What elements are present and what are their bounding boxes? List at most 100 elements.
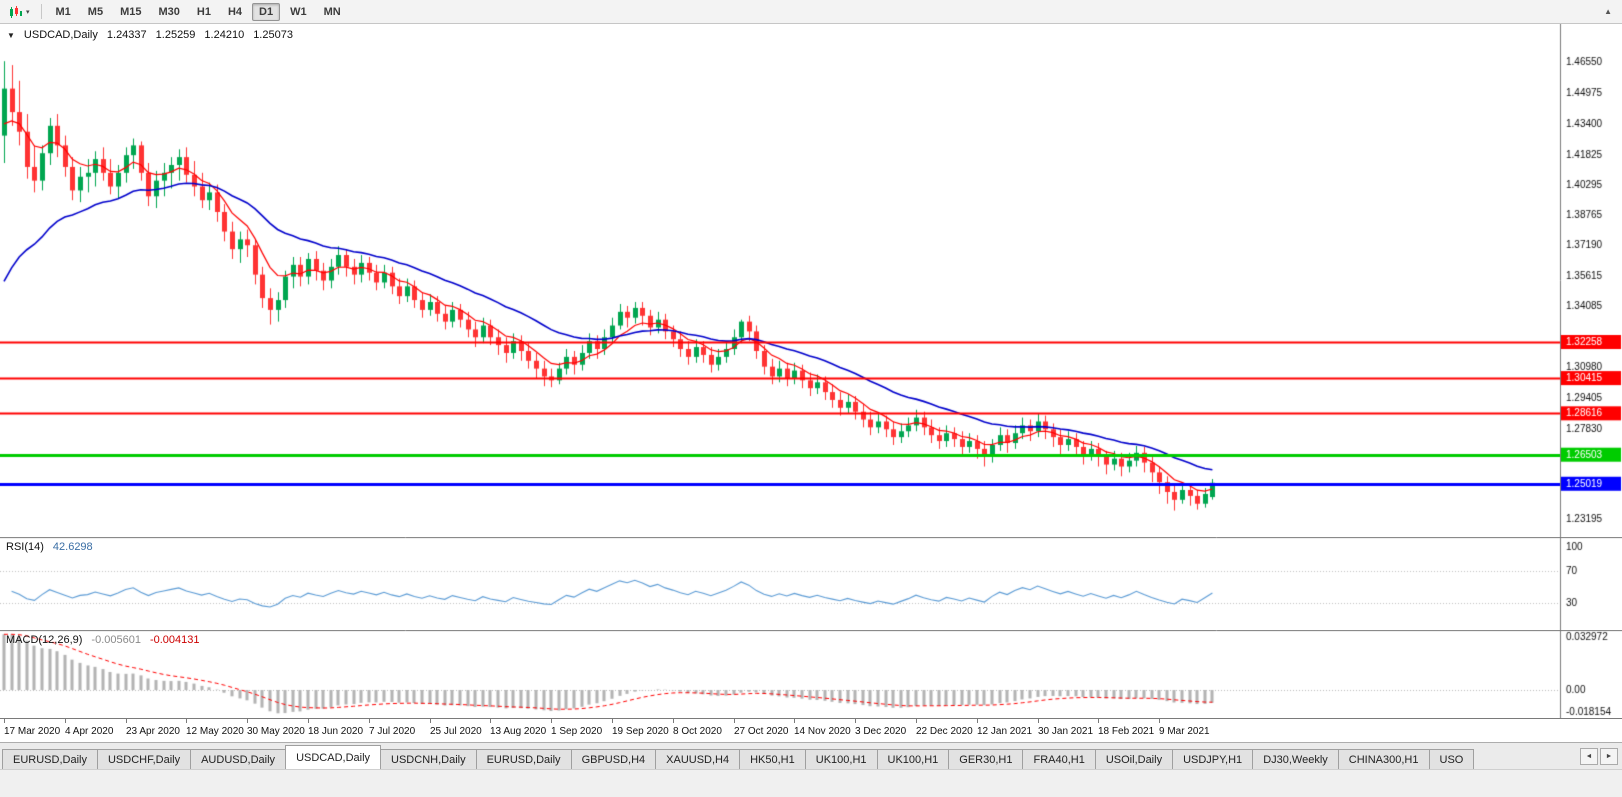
object-marker-icon: ▼ [7,30,15,40]
date-axis-label: 27 Oct 2020 [734,726,789,737]
chart-tab-eurusd-daily[interactable]: EURUSD,Daily [475,749,572,769]
date-axis-label: 30 Jan 2021 [1038,726,1094,737]
date-axis-tick [369,719,370,723]
timeframe-button-w1[interactable]: W1 [290,5,307,18]
date-axis-label: 1 Sep 2020 [551,726,603,737]
date-axis-tick [551,719,552,723]
date-axis-label: 7 Jul 2020 [369,726,416,737]
date-axis-label: 13 Aug 2020 [490,726,547,737]
ohlc-open: 1.24337 [106,29,147,41]
date-axis-label: 14 Nov 2020 [794,726,851,737]
chart-tab-uso[interactable]: USO [1428,749,1475,769]
date-axis-label: 18 Feb 2021 [1098,726,1155,737]
chart-tab-eurusd-daily[interactable]: EURUSD,Daily [2,749,98,769]
chart-tab-uk100-h1[interactable]: UK100,H1 [876,749,950,769]
macd-panel-canvas[interactable] [0,630,1622,718]
tabs-scroll-left-button[interactable]: ◄ [1580,748,1598,765]
macd-indicator-label: MACD(12,26,9) -0.005601 -0.004131 [6,634,200,646]
date-axis-label: 22 Dec 2020 [916,726,973,737]
chart-tab-usdcad-daily[interactable]: USDCAD,Daily [285,745,382,769]
date-axis-label: 17 Mar 2020 [4,726,61,737]
chevron-down-icon: ▾ [26,8,30,16]
macd-main-value: -0.005601 [91,634,141,646]
chart-tab-fra40-h1[interactable]: FRA40,H1 [1022,749,1096,769]
date-axis-tick [308,719,309,723]
timeframe-button-h4[interactable]: H4 [227,5,243,18]
triangle-up-icon: ▲ [1604,7,1612,16]
date-axis-label: 12 Jan 2021 [977,726,1033,737]
tab-scroll-arrows: ◄ ► [1576,748,1622,769]
timeframe-button-m30[interactable]: M30 [158,5,180,18]
chart-tab-list: EURUSD,Daily USDCHF,Daily AUDUSD,Daily USDC… [2,745,1475,769]
ohlc-close: 1.25073 [253,29,293,41]
chart-tab-usdcnh-daily[interactable]: USDCNH,Daily [380,749,477,769]
toolbar-separator [40,4,42,19]
timeframe-group: M1 M5 M15 M30 H1 H4 D1 W1 MN [49,2,348,21]
date-axis-label: 19 Sep 2020 [612,726,669,737]
date-axis-tick [916,719,917,723]
date-axis-tick [65,719,66,723]
chart-type-button[interactable]: ▾ [5,3,34,21]
date-axis-tick [247,719,248,723]
arrow-right-icon: ► [1605,753,1613,760]
date-axis-tick [977,719,978,723]
date-axis-label: 12 May 2020 [186,726,244,737]
date-axis-label: 23 Apr 2020 [126,726,180,737]
timeframe-button-d1[interactable]: D1 [252,2,281,21]
chart-tab-bar: EURUSD,Daily USDCHF,Daily AUDUSD,Daily USDC… [0,742,1622,769]
chart-tab-usdchf-daily[interactable]: USDCHF,Daily [96,749,192,769]
date-axis-tick [855,719,856,723]
symbol-title: USDCAD,Daily [23,29,98,41]
ohlc-high: 1.25259 [155,29,196,41]
price-chart-canvas[interactable] [0,24,1622,537]
chart-tab-usdjpy-h1[interactable]: USDJPY,H1 [1172,749,1254,769]
toolbar-overflow-button[interactable]: ▲ [1599,5,1617,18]
date-axis-label: 9 Mar 2021 [1159,726,1210,737]
date-axis-tick [490,719,491,723]
date-axis-tick [1038,719,1039,723]
chart-tab-uk100-h1[interactable]: UK100,H1 [804,749,878,769]
ohlc-low: 1.24210 [204,29,245,41]
candlestick-chart-icon [10,5,22,18]
date-axis-tick [673,719,674,723]
chart-tab-china300-h1[interactable]: CHINA300,H1 [1337,749,1430,769]
rsi-value: 42.6298 [52,541,93,553]
macd-signal-value: -0.004131 [149,634,200,646]
date-axis-tick [1098,719,1099,723]
date-axis-tick [430,719,431,723]
date-axis[interactable]: 17 Mar 2020 4 Apr 2020 23 Apr 2020 12 May 2… [0,718,1622,742]
date-axis-tick [612,719,613,723]
macd-name: MACD(12,26,9) [6,634,83,646]
chart-tab-gbpusd-h4[interactable]: GBPUSD,H4 [570,749,657,769]
symbol-ohlc-overlay: ▼ USDCAD,Daily 1.24337 1.25259 1.24210 1… [7,29,293,41]
rsi-indicator-label: RSI(14) 42.6298 [6,541,93,553]
timeframe-button-h1[interactable]: H1 [196,5,211,18]
date-axis-label: 30 May 2020 [247,726,305,737]
date-axis-tick [186,719,187,723]
date-axis-label: 25 Jul 2020 [430,726,482,737]
chart-tab-ger30-h1[interactable]: GER30,H1 [948,749,1024,769]
chart-tab-xauusd-h4[interactable]: XAUUSD,H4 [655,749,741,769]
date-axis-tick [126,719,127,723]
date-axis-label: 8 Oct 2020 [673,726,722,737]
timeframe-toolbar: ▾ M1 M5 M15 M30 H1 H4 D1 W1 MN ▲ [0,0,1622,24]
chart-tab-audusd-daily[interactable]: AUDUSD,Daily [190,749,287,769]
timeframe-button-m15[interactable]: M15 [120,5,142,18]
rsi-panel-canvas[interactable] [0,537,1622,630]
date-axis-label: 18 Jun 2020 [308,726,364,737]
tabs-scroll-right-button[interactable]: ► [1600,748,1618,765]
date-axis-tick [1159,719,1160,723]
arrow-left-icon: ◄ [1585,753,1593,760]
chart-tab-dj30-weekly[interactable]: DJ30,Weekly [1252,749,1339,769]
chart-tab-usoil-daily[interactable]: USOil,Daily [1094,749,1174,769]
date-axis-label: 3 Dec 2020 [855,726,907,737]
timeframe-button-m1[interactable]: M1 [55,5,71,18]
date-axis-tick [4,719,5,723]
timeframe-button-mn[interactable]: MN [323,5,341,18]
timeframe-button-m5[interactable]: M5 [87,5,104,18]
rsi-name: RSI(14) [6,541,44,553]
date-axis-label: 4 Apr 2020 [65,726,114,737]
status-bar [0,769,1622,797]
chart-tab-hk50-h1[interactable]: HK50,H1 [739,749,806,769]
